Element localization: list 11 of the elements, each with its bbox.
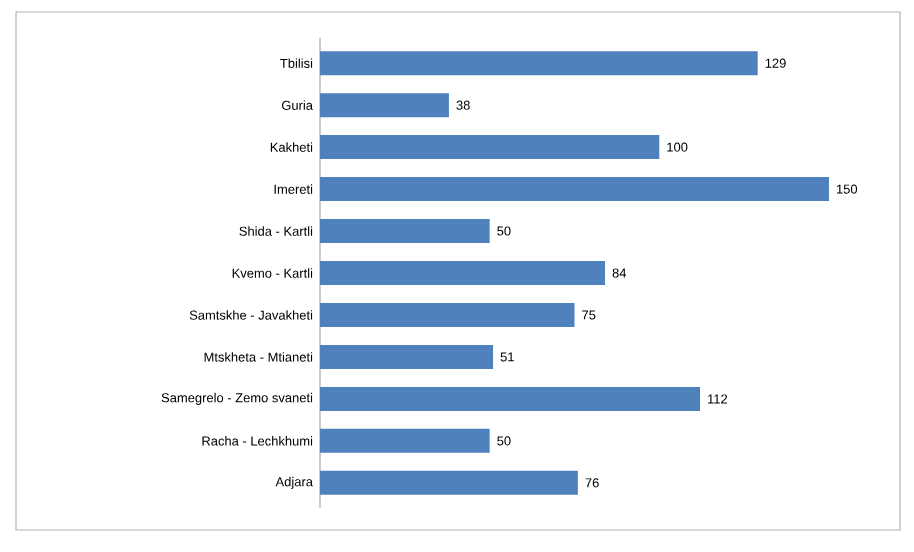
bar bbox=[320, 470, 578, 495]
bar bbox=[320, 93, 449, 118]
bar bbox=[320, 177, 829, 202]
bar bbox=[320, 428, 490, 453]
bar bbox=[320, 344, 494, 369]
bar bbox=[320, 386, 701, 411]
bar bbox=[320, 261, 606, 285]
bar bbox=[320, 302, 575, 327]
bar bbox=[320, 135, 660, 160]
bar bbox=[320, 51, 758, 76]
bar bbox=[320, 219, 490, 244]
